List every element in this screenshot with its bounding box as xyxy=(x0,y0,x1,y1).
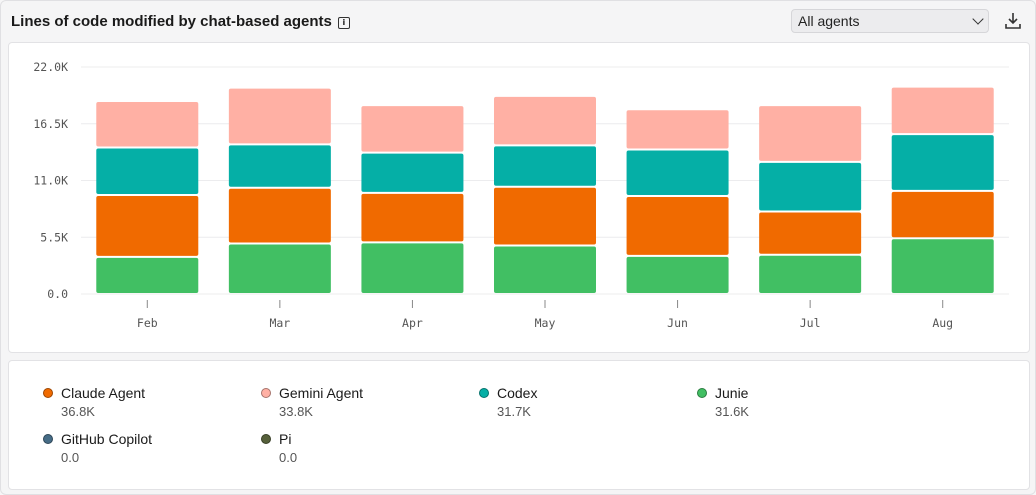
bar-segment xyxy=(228,188,331,243)
bar-segment xyxy=(361,243,464,293)
x-tick-label: Feb xyxy=(137,316,158,330)
agent-filter-value: All agents xyxy=(798,13,860,29)
x-tick-label: Jul xyxy=(800,316,821,330)
bar-segment xyxy=(228,145,331,187)
y-tick-label: 16.5K xyxy=(33,117,68,131)
legend-color-dot xyxy=(261,388,271,398)
bar-segment xyxy=(626,196,729,255)
bar-segment xyxy=(494,187,596,245)
legend-color-dot xyxy=(261,434,271,444)
agent-filter-select[interactable]: All agents xyxy=(791,9,989,33)
legend-item[interactable]: Codex 31.7K xyxy=(479,385,679,425)
bar-segment xyxy=(626,150,729,195)
bar-segment xyxy=(626,110,729,149)
bar-segment xyxy=(891,135,994,190)
bar-segment xyxy=(228,88,331,144)
panel-header: Lines of code modified by chat-based age… xyxy=(11,9,1025,35)
bar-segment xyxy=(494,96,596,145)
legend-value: 31.6K xyxy=(715,404,749,419)
bar-segment xyxy=(891,191,994,238)
legend-item[interactable]: Claude Agent 36.8K xyxy=(43,385,243,425)
bar-segment xyxy=(361,153,464,192)
download-icon[interactable] xyxy=(1003,10,1023,32)
legend-color-dot xyxy=(479,388,489,398)
chart-card: 0.0 5.5K 11.0K 16.5K 22.0K Feb Mar Apr May Jun Jul… xyxy=(8,42,1030,353)
x-tick-label: Apr xyxy=(402,316,423,330)
legend-name: Junie xyxy=(715,385,749,401)
bar-segment xyxy=(759,255,862,293)
legend-value: 0.0 xyxy=(279,450,298,465)
bar-segment xyxy=(891,239,994,293)
chevron-down-icon xyxy=(972,13,984,25)
legend-value: 31.7K xyxy=(497,404,531,419)
bar-segment xyxy=(96,148,199,194)
bar-segment xyxy=(891,87,994,134)
x-tick-label: Aug xyxy=(932,316,953,330)
x-tick-label: Jun xyxy=(667,316,688,330)
bar-segment xyxy=(96,102,199,147)
bar-segment xyxy=(96,195,199,256)
chart-title: Lines of code modified by chat-based age… xyxy=(11,13,350,30)
axis-layer: 0.0 5.5K 11.0K 16.5K 22.0K Feb Mar Apr May Jun Jul… xyxy=(33,60,953,330)
bar-segment xyxy=(626,256,729,293)
legend-value: 0.0 xyxy=(61,450,80,465)
y-tick-label: 5.5K xyxy=(40,230,68,244)
legend-color-dot xyxy=(697,388,707,398)
y-tick-label: 22.0K xyxy=(33,60,68,74)
bar-segment xyxy=(361,106,464,152)
stacked-bar-chart: 0.0 5.5K 11.0K 16.5K 22.0K Feb Mar Apr May Jun Jul… xyxy=(33,60,1009,330)
legend-value: 36.8K xyxy=(61,404,95,419)
legend-name: GitHub Copilot xyxy=(61,431,153,447)
legend-name: Pi xyxy=(279,431,292,447)
legend-item[interactable]: GitHub Copilot 0.0 xyxy=(43,431,243,471)
chart-title-text: Lines of code modified by chat-based age… xyxy=(11,13,332,30)
legend-item[interactable]: Junie 31.6K xyxy=(697,385,897,425)
bar-segment xyxy=(494,146,596,186)
y-tick-label: 0.0 xyxy=(47,287,68,301)
bar-segment xyxy=(759,162,862,211)
x-tick-label: Mar xyxy=(269,316,290,330)
bar-segment xyxy=(96,257,199,293)
info-icon[interactable]: i xyxy=(337,17,350,29)
bar-segment xyxy=(759,212,862,254)
x-tick-label: May xyxy=(535,316,556,330)
legend-card: Claude Agent 36.8K Gemini Agent 33.8K Codex 3… xyxy=(8,360,1030,490)
bar-segment xyxy=(361,193,464,242)
legend-item[interactable]: Gemini Agent 33.8K xyxy=(261,385,461,425)
bar-segment xyxy=(494,246,596,293)
bar-segment xyxy=(759,106,862,161)
y-tick-label: 11.0K xyxy=(33,174,68,188)
legend-item[interactable]: Pi 0.0 xyxy=(261,431,461,471)
bar-layer xyxy=(96,87,994,293)
legend-name: Claude Agent xyxy=(61,385,146,401)
legend-name: Codex xyxy=(497,385,538,401)
legend-value: 33.8K xyxy=(279,404,313,419)
legend-color-dot xyxy=(43,388,53,398)
bar-segment xyxy=(228,244,331,293)
legend-color-dot xyxy=(43,434,53,444)
legend-name: Gemini Agent xyxy=(279,385,364,401)
